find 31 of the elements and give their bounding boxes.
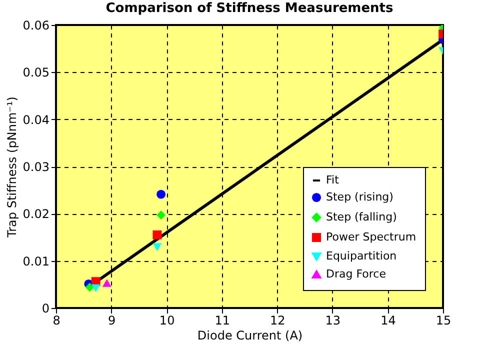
x-tick-label: 13	[325, 314, 341, 328]
point	[91, 284, 100, 292]
legend-label: Equipartition	[326, 250, 397, 262]
x-tick-label: 12	[270, 314, 286, 328]
legend-label: Step (rising)	[326, 190, 394, 204]
y-axis-title: Trap Stiffness (pNnm⁻¹)	[4, 96, 19, 238]
x-tick-label: 11	[214, 314, 230, 328]
point	[156, 210, 166, 220]
legend-label: Power Spectrum	[326, 230, 416, 244]
legend-label: Drag Force	[326, 268, 386, 280]
y-tick-label: 0.06	[22, 18, 50, 32]
point	[152, 243, 162, 252]
y-tick-label: 0.05	[22, 66, 50, 80]
x-tick-label: 8	[52, 314, 60, 328]
x-tick-label: 9	[108, 314, 116, 328]
y-tick-label: 0.02	[22, 207, 50, 222]
legend-label: Fit	[326, 174, 340, 186]
legend-label: Step (falling)	[326, 210, 397, 224]
y-tick-label: 0.01	[22, 254, 50, 268]
x-axis-title: Diode Current (A)	[197, 328, 303, 342]
y-tick-label: 0	[42, 302, 50, 316]
point	[152, 230, 162, 240]
y-tick-label: 0.04	[22, 112, 50, 127]
x-tick-label: 10	[159, 314, 175, 328]
x-tick-label: 14	[380, 314, 396, 328]
chart-title: Comparison of Stiffness Measurements	[106, 1, 394, 16]
point	[156, 190, 166, 199]
y-tick-label: 0.03	[22, 160, 50, 174]
x-tick-label: 15	[436, 314, 452, 328]
point	[85, 282, 94, 292]
point	[102, 279, 112, 287]
